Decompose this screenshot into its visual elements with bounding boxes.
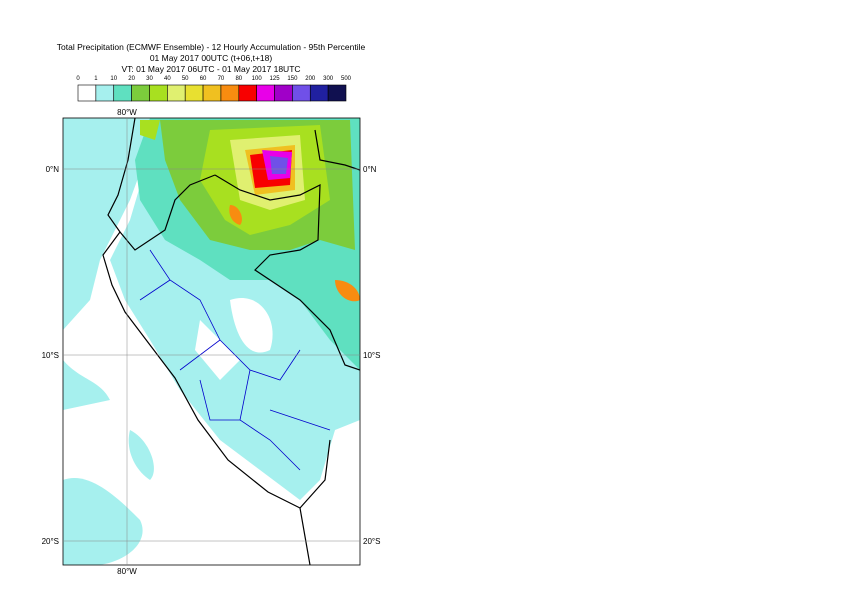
colorbar-label: 50 xyxy=(182,76,189,82)
lat-label: 0°N xyxy=(363,165,377,174)
colorbar-box xyxy=(256,84,275,102)
colorbar-label: 60 xyxy=(200,76,207,82)
colorbar-label: 70 xyxy=(218,76,225,82)
colorbar: 0 1 10 20 30 40 50 60 70 80 100 125 150 200 300 500 xyxy=(76,76,352,102)
colorbar-box xyxy=(327,84,347,102)
lat-label: 0°N xyxy=(46,165,60,174)
colorbar-box xyxy=(202,84,222,102)
colorbar-label: 500 xyxy=(341,76,352,82)
title: Total Precipitation (ECMWF Ensemble) - 1… xyxy=(57,42,366,52)
colorbar-box xyxy=(184,84,204,102)
lat-label: 20°S xyxy=(42,537,59,546)
colorbar-label: 200 xyxy=(305,76,316,82)
colorbar-label: 100 xyxy=(252,76,263,82)
subtitle: 01 May 2017 00UTC (t+06,t+18) xyxy=(150,53,273,63)
colorbar-box xyxy=(292,84,311,102)
colorbar-box xyxy=(220,84,240,102)
colorbar-box xyxy=(77,84,97,102)
lat-label: 10°S xyxy=(42,351,59,360)
colorbar-label: 80 xyxy=(235,76,242,82)
lon-label: 80°W xyxy=(117,567,137,576)
colorbar-box xyxy=(238,84,257,102)
colorbar-box xyxy=(167,84,186,102)
colorbar-label: 20 xyxy=(128,76,135,82)
colorbar-label: 30 xyxy=(146,76,153,82)
colorbar-box xyxy=(309,84,329,102)
colorbar-box xyxy=(131,84,150,102)
valid-time: VT: 01 May 2017 06UTC - 01 May 2017 18UT… xyxy=(121,64,300,74)
colorbar-box xyxy=(274,84,293,102)
colorbar-box xyxy=(149,84,168,102)
lat-label: 20°S xyxy=(363,537,380,546)
lon-label: 80°W xyxy=(117,108,137,117)
map: 80°W 80°W 0°N 0°N 10°S 10°S 20°S 20°S xyxy=(42,108,381,576)
colorbar-label: 40 xyxy=(164,76,171,82)
colorbar-label: 1 xyxy=(94,76,98,82)
colorbar-label: 150 xyxy=(287,76,298,82)
lat-label: 10°S xyxy=(363,351,380,360)
colorbar-box xyxy=(95,84,115,102)
colorbar-label: 0 xyxy=(76,76,80,82)
colorbar-label: 125 xyxy=(270,76,281,82)
colorbar-label: 300 xyxy=(323,76,334,82)
colorbar-box xyxy=(113,84,132,102)
colorbar-label: 10 xyxy=(110,76,117,82)
